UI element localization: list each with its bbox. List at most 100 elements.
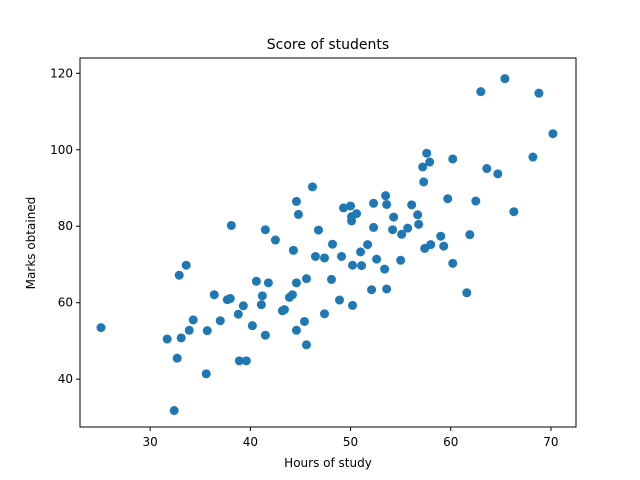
data-point-53 [348, 300, 358, 310]
y-tick-label-80: 80 [58, 219, 73, 233]
data-point-0 [96, 323, 106, 333]
data-point-71 [403, 223, 413, 233]
data-point-66 [382, 284, 392, 294]
data-point-2 [169, 406, 179, 416]
data-point-52 [347, 216, 357, 226]
data-point-83 [443, 194, 453, 204]
data-point-11 [209, 290, 219, 300]
data-point-55 [352, 209, 362, 219]
data-point-21 [251, 276, 261, 286]
data-point-24 [260, 225, 270, 235]
data-point-59 [367, 285, 377, 295]
y-tick-label-120: 120 [50, 66, 73, 80]
data-point-65 [382, 199, 392, 209]
data-point-91 [493, 169, 503, 179]
y-tick-label-100: 100 [50, 143, 73, 157]
x-tick-label-70: 70 [543, 435, 558, 449]
data-point-56 [356, 247, 366, 257]
data-point-39 [301, 340, 311, 350]
plot-area-frame [79, 57, 577, 428]
data-point-49 [339, 203, 349, 213]
data-point-78 [422, 148, 432, 158]
data-point-46 [328, 239, 338, 249]
data-point-31 [287, 290, 297, 300]
data-point-86 [462, 288, 472, 298]
data-point-8 [188, 315, 198, 325]
data-point-22 [256, 300, 266, 310]
data-point-7 [184, 325, 194, 335]
data-point-16 [233, 309, 243, 319]
data-point-26 [263, 278, 273, 288]
data-point-40 [307, 182, 317, 192]
data-point-4 [174, 270, 184, 280]
data-point-34 [291, 278, 301, 288]
y-tick-label-40: 40 [58, 372, 73, 386]
data-point-79 [425, 157, 435, 167]
data-point-60 [369, 222, 379, 232]
data-point-50 [346, 201, 356, 211]
data-point-45 [327, 274, 337, 284]
data-point-18 [238, 301, 248, 311]
data-point-62 [372, 254, 382, 264]
data-point-69 [396, 255, 406, 265]
data-point-32 [288, 245, 298, 255]
x-tick-label-60: 60 [443, 435, 458, 449]
data-point-57 [357, 261, 367, 271]
data-point-74 [414, 219, 424, 229]
x-tick-label-50: 50 [343, 435, 358, 449]
data-point-47 [335, 295, 345, 305]
data-point-54 [348, 260, 358, 270]
data-point-85 [448, 258, 458, 268]
data-point-42 [313, 225, 323, 235]
data-point-92 [500, 74, 510, 84]
data-point-25 [260, 330, 270, 340]
data-point-9 [201, 369, 211, 379]
data-point-33 [291, 325, 301, 335]
data-point-36 [293, 209, 303, 219]
data-point-12 [215, 316, 225, 326]
data-point-67 [388, 225, 398, 235]
data-point-61 [369, 198, 379, 208]
x-axis-ticks: 30 40 50 60 70 [143, 427, 559, 449]
data-point-94 [528, 152, 538, 162]
data-point-64 [381, 191, 391, 201]
data-point-90 [482, 164, 492, 174]
data-point-27 [270, 235, 280, 245]
data-point-84 [448, 154, 458, 164]
data-point-23 [257, 291, 267, 301]
data-point-88 [471, 196, 481, 206]
y-tick-label-60: 60 [58, 296, 73, 310]
data-point-35 [291, 196, 301, 206]
data-points [96, 74, 558, 416]
data-point-29 [279, 305, 289, 315]
data-point-75 [418, 162, 428, 172]
data-point-58 [363, 240, 373, 250]
data-point-6 [181, 260, 191, 270]
data-point-76 [419, 177, 429, 187]
data-point-37 [299, 316, 309, 326]
data-point-14 [225, 294, 235, 304]
data-point-89 [476, 87, 486, 97]
data-point-68 [389, 212, 399, 222]
chart-title: Score of students [267, 37, 389, 53]
data-point-48 [337, 251, 347, 261]
data-point-10 [202, 326, 212, 336]
data-point-73 [413, 210, 423, 220]
data-point-96 [548, 129, 558, 139]
x-tick-label-40: 40 [243, 435, 258, 449]
data-point-87 [465, 230, 475, 240]
data-point-80 [426, 240, 436, 250]
data-point-93 [509, 207, 519, 217]
data-point-20 [247, 321, 257, 331]
y-axis-ticks: 40 60 80 100 120 [50, 66, 80, 386]
data-point-1 [162, 334, 172, 344]
x-tick-label-30: 30 [143, 435, 158, 449]
data-point-44 [319, 309, 329, 319]
data-point-15 [226, 220, 236, 230]
y-axis-label: Marks obtained [24, 197, 38, 290]
data-point-3 [172, 353, 182, 363]
data-point-41 [310, 251, 320, 261]
data-point-63 [380, 264, 390, 274]
